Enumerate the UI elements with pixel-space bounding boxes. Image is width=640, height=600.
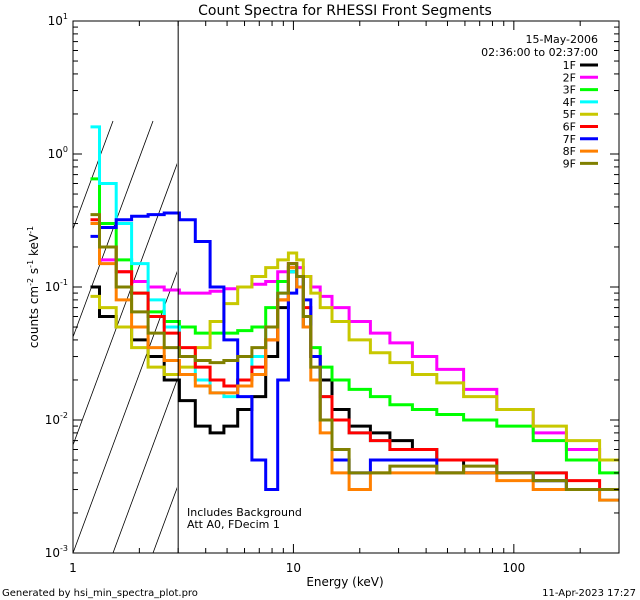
y-label-exp-3: -1 [26, 226, 35, 234]
series-9f [90, 213, 619, 491]
y-axis: 10-3 10-2 10-1 100 101 [45, 12, 619, 560]
y-tick-label: 100 [48, 145, 68, 161]
footer-generated-by: Generated by hsi_min_spectra_plot.pro [2, 588, 198, 599]
series-layer [90, 125, 619, 502]
hatch-line [73, 120, 154, 339]
legend-label-6f: 6F [563, 121, 576, 134]
y-axis-label: counts cm-2 s-1 keV-1 [26, 226, 41, 348]
background-note: Includes Background [187, 506, 302, 519]
legend-label-8f: 8F [563, 145, 576, 158]
legend-label-5f: 5F [563, 108, 576, 121]
y-tick-label: 10-1 [45, 278, 68, 294]
series-2f [90, 222, 619, 462]
legend: 15-May-2006 02:36:00 to 02:37:00 1F2F3F4… [481, 33, 598, 170]
legend-label-4f: 4F [563, 96, 576, 109]
hatch-line [112, 379, 177, 553]
y-tick-label: 101 [48, 12, 68, 28]
series-5f [90, 251, 619, 462]
x-tick-label: 100 [502, 561, 525, 575]
x-tick-label: 1 [69, 561, 77, 575]
y-label-part-3: keV [27, 233, 41, 260]
y-label-part-2: s [27, 268, 41, 278]
footer-date: 11-Apr-2023 17:27 [542, 588, 636, 599]
x-tick-label: 10 [286, 561, 301, 575]
legend-label-2f: 2F [563, 71, 576, 84]
legend-label-3f: 3F [563, 84, 576, 97]
legend-label-7f: 7F [563, 133, 576, 146]
hatch-line [73, 271, 177, 553]
hatch-line [313, 121, 473, 553]
y-label-exp-1: -2 [26, 278, 35, 286]
x-axis: 1 10 100 [69, 21, 620, 575]
y-tick-label: 10-3 [45, 544, 68, 560]
hatched-below-threshold-region [73, 120, 640, 553]
hatch-line [73, 120, 114, 231]
hatch-line [73, 163, 177, 447]
series-1f [90, 270, 619, 491]
x-axis-label: Energy (keV) [306, 575, 383, 589]
series-6f [90, 218, 619, 491]
hatch-line [393, 121, 553, 553]
legend-time-range: 02:36:00 to 02:37:00 [481, 46, 598, 59]
series-8f [90, 222, 619, 502]
legend-label-1f: 1F [563, 59, 576, 72]
series-7f [90, 211, 619, 491]
y-label-part-1: counts cm [27, 286, 41, 348]
y-tick-label: 10-2 [45, 411, 68, 427]
y-label-exp-2: -1 [26, 260, 35, 268]
hatch-line [353, 121, 513, 553]
legend-date: 15-May-2006 [526, 33, 598, 46]
legend-label-9f: 9F [563, 157, 576, 170]
chart-title: Count Spectra for RHESSI Front Segments [198, 3, 492, 19]
attenuator-note: Att A0, FDecim 1 [187, 518, 280, 531]
hatch-line [633, 121, 640, 553]
